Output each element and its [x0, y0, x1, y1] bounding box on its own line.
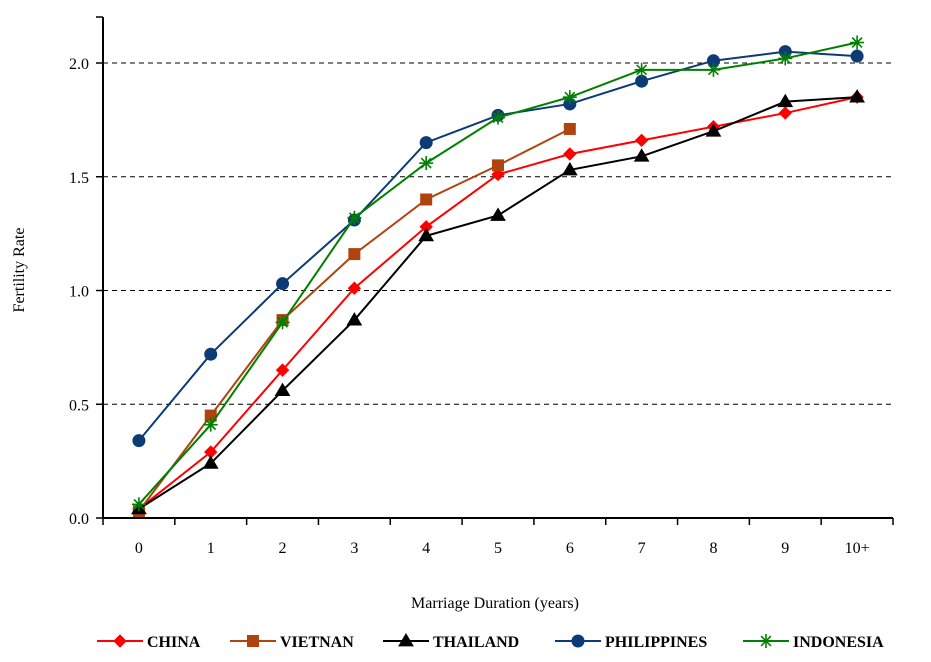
- series-thailand: [131, 89, 865, 515]
- x-tick-label-0: 0: [135, 540, 143, 557]
- data-point-indonesia-7-d2: [636, 64, 648, 76]
- legend-marker-indonesia-d2: [760, 635, 772, 647]
- legend: CHINA VIETNAN THAILAND PHILIPPINES INDONESIA: [97, 633, 884, 651]
- legend-item-china: CHINA: [97, 634, 201, 651]
- data-point-indonesia-8: [706, 62, 721, 77]
- data-point-thailand-3: [346, 312, 363, 326]
- data-point-indonesia-10-d2: [851, 37, 863, 48]
- series-line-thailand: [138, 96, 858, 510]
- data-point-indonesia-3: [347, 210, 362, 225]
- x-axis-title: Marriage Duration (years): [411, 595, 579, 612]
- x-tick-label-4: 4: [422, 540, 430, 557]
- legend-marker-philippines: [571, 634, 585, 648]
- data-point-thailand-1: [202, 455, 219, 469]
- data-point-indonesia-9-d2: [779, 52, 791, 64]
- data-point-philippines-7: [635, 74, 649, 88]
- x-tick-label-5: 5: [494, 540, 502, 557]
- data-point-indonesia-2-d2: [277, 316, 289, 328]
- data-point-indonesia-0: [131, 497, 146, 512]
- data-point-china-3: [347, 281, 362, 295]
- x-tick-label-3: 3: [350, 540, 358, 557]
- x-tick-label-2: 2: [279, 540, 287, 557]
- x-tick-label-10: 10+: [845, 540, 870, 557]
- data-point-thailand-7: [633, 148, 650, 162]
- data-point-vietnan-5: [492, 159, 504, 172]
- data-point-indonesia-3-d2: [348, 212, 360, 224]
- series-line-china: [138, 96, 858, 510]
- data-point-thailand-8: [705, 123, 722, 137]
- data-point-vietnan-3: [348, 248, 361, 261]
- data-point-indonesia-7: [634, 62, 649, 77]
- data-point-indonesia-4-d2: [420, 157, 432, 169]
- x-tick-label-8: 8: [709, 540, 717, 557]
- data-point-indonesia-8-d2: [707, 64, 719, 76]
- data-point-vietnan-4: [420, 193, 433, 206]
- series-philippines: [132, 45, 864, 448]
- data-point-thailand-2: [274, 382, 291, 396]
- legend-label-thailand: THAILAND: [433, 634, 519, 651]
- data-point-thailand-9: [777, 93, 794, 108]
- y-tick-label-3: 1.5: [69, 170, 89, 187]
- data-point-thailand-6: [561, 161, 578, 176]
- legend-item-vietnan: VIETNAN: [230, 634, 354, 651]
- data-point-indonesia-5: [491, 110, 505, 125]
- x-tick-label-1: 1: [207, 540, 215, 557]
- data-point-indonesia-4: [419, 156, 434, 171]
- data-point-china-5: [491, 167, 505, 182]
- axes: [96, 16, 894, 525]
- y-tick-label-1: 0.5: [69, 397, 89, 414]
- data-point-philippines-1: [204, 347, 218, 361]
- data-point-thailand-5: [490, 207, 506, 221]
- data-point-indonesia-1-d2: [205, 419, 217, 431]
- legend-label-china: CHINA: [147, 634, 201, 651]
- data-point-philippines-0: [132, 434, 146, 448]
- data-point-thailand-10: [849, 89, 865, 103]
- data-point-china-6: [563, 147, 577, 161]
- x-tick-label-6: 6: [566, 540, 574, 557]
- series-indonesia: [131, 35, 865, 512]
- data-point-china-7: [634, 133, 649, 148]
- y-axis-title: Fertility Rate: [11, 228, 28, 313]
- data-point-vietnan-6: [563, 122, 576, 135]
- y-tick-label-2: 1.0: [69, 284, 89, 301]
- data-point-indonesia-6-d2: [564, 91, 576, 103]
- data-point-indonesia-2: [275, 315, 290, 330]
- series-lines: [131, 35, 865, 518]
- legend-marker-indonesia: [759, 634, 773, 648]
- series-china: [132, 90, 864, 516]
- legend-marker-china: [113, 634, 127, 648]
- legend-label-vietnan: VIETNAN: [280, 634, 354, 651]
- legend-item-indonesia: INDONESIA: [743, 634, 884, 651]
- legend-item-philippines: PHILIPPINES: [555, 634, 707, 651]
- y-tick-label-0: 0.0: [69, 511, 89, 528]
- data-point-indonesia-9: [778, 51, 793, 66]
- data-point-indonesia-5-d2: [492, 112, 504, 124]
- data-point-indonesia-0-d2: [133, 498, 145, 510]
- data-point-philippines-2: [276, 277, 290, 291]
- data-point-philippines-4: [419, 136, 433, 150]
- legend-marker-thailand: [398, 633, 414, 647]
- legend-label-indonesia: INDONESIA: [793, 634, 884, 651]
- x-tick-label-9: 9: [781, 540, 789, 557]
- data-point-indonesia-10: [850, 35, 865, 50]
- legend-label-philippines: PHILIPPINES: [605, 634, 707, 651]
- data-point-china-9: [778, 106, 792, 120]
- x-tick-label-7: 7: [638, 540, 646, 557]
- tick-labels: 0.0 0.5 1.0 1.5 2.0 0 1 2 3 4 5 6 7 8 9 10+: [69, 56, 870, 557]
- legend-item-thailand: THAILAND: [383, 633, 519, 651]
- data-point-indonesia-1: [203, 417, 218, 432]
- data-point-indonesia-6: [562, 90, 577, 105]
- data-point-philippines-10: [850, 49, 864, 63]
- legend-marker-vietnan: [247, 635, 259, 647]
- data-point-thailand-4: [418, 227, 435, 242]
- y-tick-label-4: 2.0: [69, 56, 89, 73]
- data-point-china-2: [275, 363, 290, 377]
